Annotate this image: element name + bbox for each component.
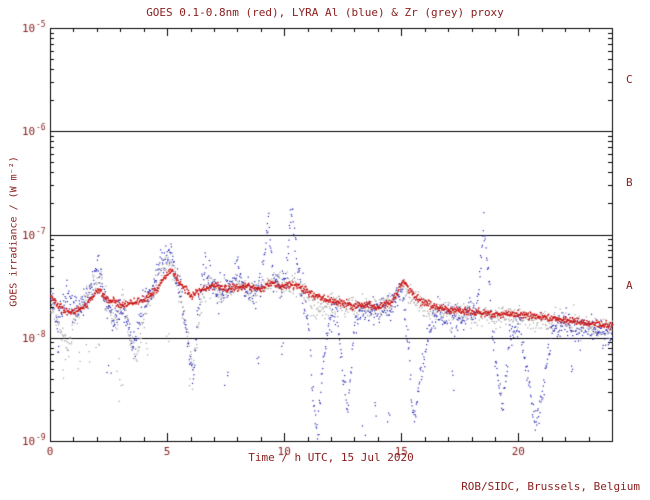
flare-class-label-c: C [626,73,633,86]
flare-class-label-b: B [626,176,633,189]
y-axis-label: GOES irradiance / (W m⁻²) [8,156,20,307]
flare-class-label-a: A [626,279,633,292]
x-axis-label: Time / h UTC, 15 Jul 2020 [248,451,414,464]
chart-title: GOES 0.1-0.8nm (red), LYRA Al (blue) & Z… [146,6,504,19]
credit-text: ROB/SIDC, Brussels, Belgium [461,480,640,493]
